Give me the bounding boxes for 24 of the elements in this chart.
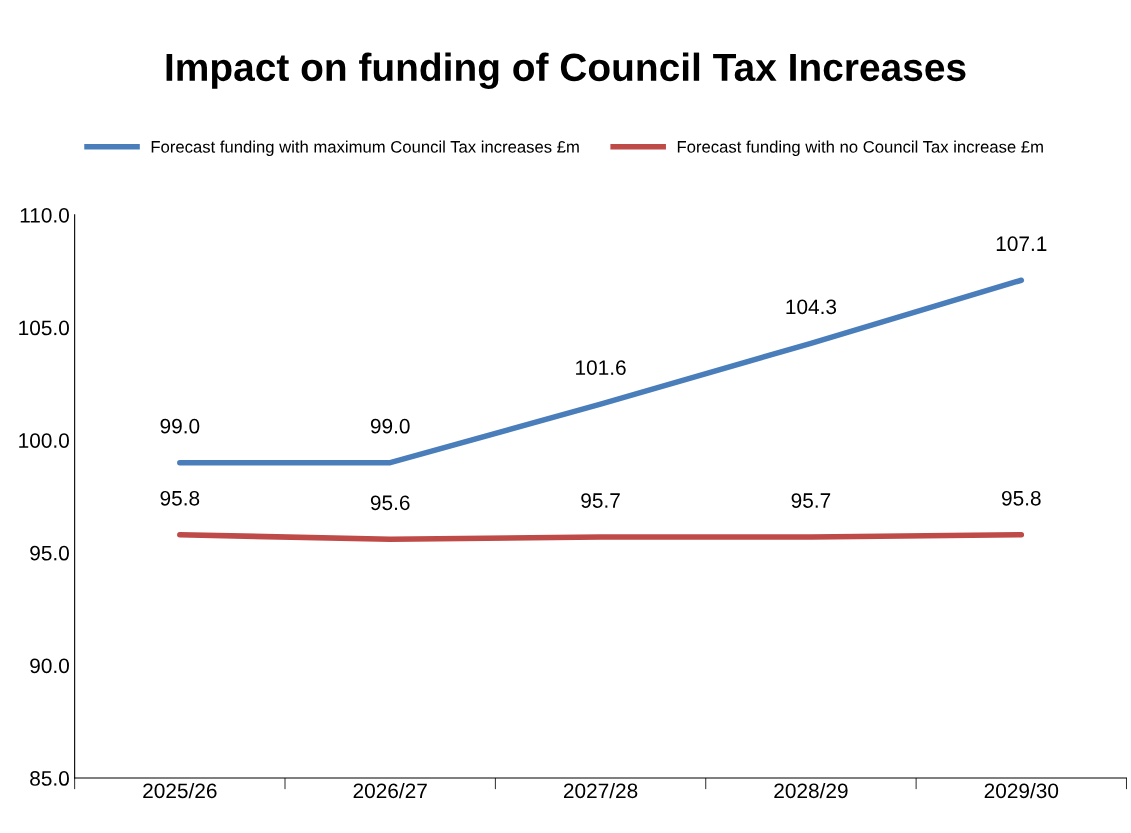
y-tick-label: 95.0	[30, 545, 69, 561]
data-label: 95.8	[160, 490, 200, 506]
data-label: 95.6	[370, 495, 410, 511]
data-label: 95.8	[1002, 490, 1041, 506]
y-tick-label: 110.0	[20, 207, 69, 223]
data-label: 99.0	[160, 418, 200, 434]
x-tick-label: 2026/27	[353, 782, 427, 799]
x-tick-label: 2028/29	[774, 782, 848, 799]
data-label: 95.7	[791, 493, 831, 508]
legend-label: Forecast funding with maximum Council Tax increases £m	[151, 140, 579, 157]
data-label: 99.0	[370, 418, 410, 434]
data-label: 101.6	[576, 360, 626, 375]
y-tick-label: 85.0	[30, 771, 69, 786]
data-label: 104.3	[786, 299, 837, 315]
x-tick-label: 2025/26	[143, 782, 217, 799]
data-label: 95.7	[581, 493, 620, 508]
y-tick-label: 105.0	[19, 320, 69, 336]
legend-label: Forecast funding with no Council Tax increase £m	[677, 140, 1043, 157]
y-tick-label: 90.0	[30, 658, 69, 674]
data-label: 107.1	[996, 236, 1047, 252]
y-tick-label: 100.0	[19, 433, 69, 448]
chart-title: Impact on funding of Council Tax Increases	[166, 52, 966, 90]
x-tick-label: 2029/30	[984, 782, 1059, 799]
x-tick-label: 2027/28	[563, 782, 638, 799]
